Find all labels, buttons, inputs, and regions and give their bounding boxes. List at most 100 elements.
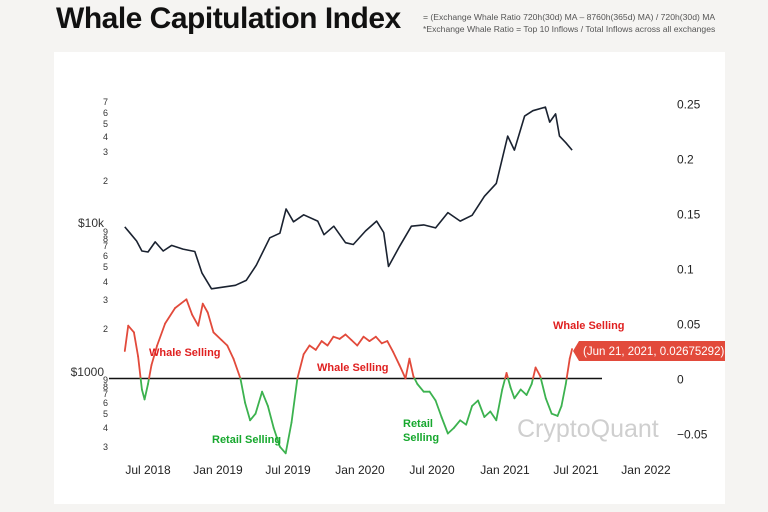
index-line-segment xyxy=(314,340,323,351)
index-line-segment xyxy=(302,344,311,356)
index-line-segment xyxy=(344,333,353,341)
left-axis-tick-label: 3 xyxy=(103,295,108,305)
index-line-segment xyxy=(185,298,194,316)
index-line-segment xyxy=(428,390,437,402)
index-line-segment xyxy=(320,340,329,347)
index-line-segment xyxy=(356,335,365,347)
index-line-segment xyxy=(212,331,223,341)
index-line-segment xyxy=(568,348,573,360)
btc-price-line xyxy=(124,106,573,290)
index-line-segment xyxy=(532,366,537,380)
index-line-segment xyxy=(239,377,246,404)
index-line-segment xyxy=(272,427,281,448)
index-line-segment xyxy=(254,390,263,415)
x-axis-tick-label: Jul 2018 xyxy=(125,463,171,477)
index-line-segment xyxy=(550,412,559,417)
index-line-segment xyxy=(440,416,449,435)
left-axis-tick-label: 4 xyxy=(103,277,108,287)
index-line-segment xyxy=(534,366,542,378)
index-line-segment xyxy=(332,335,341,340)
index-line-segment xyxy=(139,377,143,391)
index-line-segment xyxy=(147,377,150,385)
left-axis-tick-label: 2 xyxy=(103,176,108,186)
index-line-segment xyxy=(513,388,522,400)
index-line-segment xyxy=(519,388,528,396)
left-axis-tick-label: 5 xyxy=(103,262,108,272)
annotation-whale-selling: Whale Selling xyxy=(553,320,625,332)
index-line-segment xyxy=(201,302,209,314)
x-axis-tick-label: Jan 2022 xyxy=(621,463,671,477)
left-axis-tick-label: 4 xyxy=(103,132,108,142)
formula-line-1: = (Exchange Whale Ratio 720h(30d) MA – 8… xyxy=(423,12,716,22)
index-line-segment xyxy=(174,302,182,310)
index-line-segment xyxy=(560,383,567,407)
index-line-segment xyxy=(226,344,235,360)
index-line-segment xyxy=(501,377,507,391)
left-axis-tick-label: 7 xyxy=(103,97,108,107)
index-line-segment xyxy=(244,401,251,422)
chart-svg: CryptoQuant0.250.20.150.10.050−0.05$10k9… xyxy=(71,97,725,477)
x-axis-tick-label: Jul 2021 xyxy=(553,463,599,477)
annotation-whale-selling: Whale Selling xyxy=(149,347,221,359)
index-line-segment xyxy=(197,302,204,327)
left-axis-tick-label: 3 xyxy=(103,147,108,157)
index-line-segment xyxy=(362,335,371,343)
right-axis-tick-label: 0 xyxy=(677,373,684,387)
index-line-segment xyxy=(564,377,568,385)
left-axis-tick-label: $10k xyxy=(78,216,105,230)
value-tag-text: (Jun 21, 2021, 0.02675292) xyxy=(583,346,724,358)
chart-title: Whale Capitulation Index xyxy=(56,2,401,35)
left-axis-tick-label: 7 xyxy=(103,241,108,251)
right-axis-tick-label: 0.05 xyxy=(677,318,701,332)
index-line-segment xyxy=(156,322,167,347)
index-line-segment xyxy=(495,388,504,422)
left-axis-tick-label: 2 xyxy=(103,324,108,334)
index-line-segment xyxy=(459,419,468,426)
index-line-segment xyxy=(434,399,443,418)
right-axis-tick-label: 0.2 xyxy=(677,153,694,167)
annotation-retail-selling: Selling xyxy=(403,432,439,444)
index-line-segment xyxy=(296,353,305,380)
right-axis-tick-label: 0.15 xyxy=(677,208,701,222)
x-axis-tick-label: Jan 2020 xyxy=(335,463,385,477)
index-line-segment xyxy=(565,357,571,380)
index-line-segment xyxy=(530,377,534,385)
index-line-segment xyxy=(148,364,153,380)
x-axis-tick-label: Jan 2019 xyxy=(193,463,243,477)
right-axis-tick-label: 0.1 xyxy=(677,263,694,277)
index-line-segment xyxy=(392,351,401,367)
left-axis-tick-label: $1000 xyxy=(71,365,105,379)
index-line-segment xyxy=(261,390,269,407)
index-line-segment xyxy=(266,405,275,429)
annotation-whale-selling: Whale Selling xyxy=(317,362,389,374)
left-axis-tick-label: 6 xyxy=(103,251,108,261)
index-line-segment xyxy=(127,324,135,334)
watermark-text: CryptoQuant xyxy=(517,415,659,443)
index-line-segment xyxy=(278,445,287,455)
index-line-segment xyxy=(404,357,411,380)
index-line-segment xyxy=(232,357,242,380)
annotation-retail-selling: Retail xyxy=(403,418,433,430)
index-line-segment xyxy=(133,331,140,358)
left-axis-tick-label: 4 xyxy=(103,423,108,433)
index-line-segment xyxy=(477,399,486,418)
index-line-segment xyxy=(544,397,553,415)
index-line-segment xyxy=(123,324,130,352)
left-axis-tick-label: 6 xyxy=(103,108,108,118)
x-axis-tick-label: Jan 2021 xyxy=(480,463,530,477)
index-line-segment xyxy=(179,298,188,305)
left-axis-tick-label: 9 xyxy=(103,227,108,237)
left-axis-tick-label: 8 xyxy=(103,234,108,244)
left-axis-tick-label: 5 xyxy=(103,409,108,419)
index-line-segment xyxy=(483,410,492,418)
index-line-segment xyxy=(507,377,512,389)
index-line-segment xyxy=(539,377,547,400)
index-line-segment xyxy=(164,307,176,325)
index-line-segment xyxy=(206,311,215,334)
value-tag-box xyxy=(573,341,725,361)
index-line-segment xyxy=(326,335,335,347)
index-line-segment xyxy=(290,377,299,424)
formula-line-2: *Exchange Whale Ratio = Top 10 Inflows /… xyxy=(423,24,716,34)
index-line-segment xyxy=(413,377,419,385)
right-axis-tick-label: −0.05 xyxy=(677,428,708,442)
